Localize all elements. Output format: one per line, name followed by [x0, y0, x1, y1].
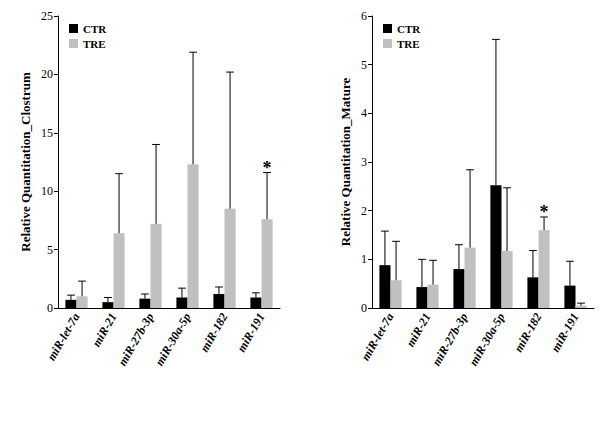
- svg-text:0: 0: [361, 301, 367, 315]
- svg-text:Relative Quantitation_Mature: Relative Quantitation_Mature: [338, 78, 353, 247]
- svg-text:CTR: CTR: [83, 23, 107, 35]
- svg-text:miR-191: miR-191: [548, 310, 581, 354]
- svg-text:miR-21: miR-21: [403, 310, 433, 349]
- svg-text:miR-let-7a: miR-let-7a: [44, 310, 82, 363]
- svg-text:miR-27b-3p: miR-27b-3p: [115, 310, 156, 368]
- svg-text:15: 15: [41, 126, 53, 140]
- svg-text:25: 25: [41, 9, 53, 23]
- svg-text:5: 5: [361, 58, 367, 72]
- svg-text:3: 3: [361, 155, 367, 169]
- svg-text:*: *: [540, 202, 549, 222]
- svg-text:miR-let-7a: miR-let-7a: [358, 310, 396, 363]
- svg-text:miR-182: miR-182: [197, 310, 230, 354]
- svg-text:miR-30a-5p: miR-30a-5p: [152, 310, 193, 368]
- svg-text:4: 4: [361, 106, 367, 120]
- svg-text:1: 1: [361, 252, 367, 266]
- svg-text:miR-21: miR-21: [89, 310, 119, 349]
- svg-text:20: 20: [41, 67, 53, 81]
- svg-text:*: *: [263, 158, 272, 178]
- svg-text:6: 6: [361, 9, 367, 23]
- svg-text:2: 2: [361, 204, 367, 218]
- svg-text:miR-182: miR-182: [511, 310, 544, 354]
- svg-text:10: 10: [41, 184, 53, 198]
- svg-text:TRE: TRE: [83, 38, 106, 50]
- svg-text:miR-30a-5p: miR-30a-5p: [466, 310, 507, 368]
- svg-text:Relative Quantitation_Clostrum: Relative Quantitation_Clostrum: [18, 72, 33, 252]
- svg-text:5: 5: [47, 243, 53, 257]
- svg-text:CTR: CTR: [397, 23, 421, 35]
- svg-text:miR-191: miR-191: [234, 310, 267, 354]
- svg-text:TRE: TRE: [397, 38, 420, 50]
- svg-text:0: 0: [47, 301, 53, 315]
- svg-text:miR-27b-3p: miR-27b-3p: [429, 310, 470, 368]
